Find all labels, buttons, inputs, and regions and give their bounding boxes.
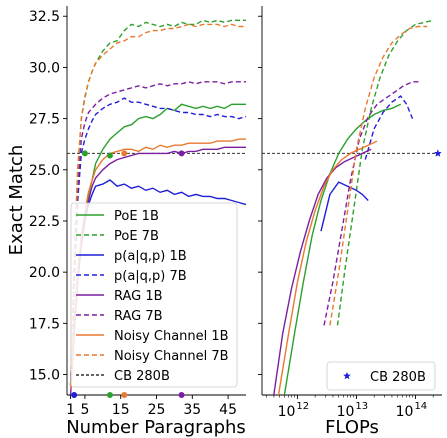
right-xtick-base: 10 — [396, 404, 414, 420]
right-xtick-exponent: 12 — [296, 401, 309, 412]
left-legend-label-p-a-q-p-7b: p(a|q,p) 7B — [114, 269, 187, 284]
left-ytick-label: 32.5 — [29, 9, 60, 25]
left-ytick-label: 30.0 — [29, 60, 60, 76]
left-legend-label-cb-280b: CB 280B — [114, 369, 170, 384]
left-xtick-label: 35 — [183, 402, 201, 418]
right-series-noisy-channel-1b — [277, 140, 378, 396]
left-ytick-label: 27.5 — [29, 112, 60, 128]
right-legend: CB 280B — [326, 361, 436, 391]
right-xtick-base: 10 — [337, 404, 355, 420]
left-xtick-label: 5 — [80, 402, 89, 418]
left-xtick-label: 1 — [66, 402, 75, 418]
right-panel: 10 12 10 13 10 14 FLOPs CB 280B — [258, 6, 442, 438]
left-xtick-label: 45 — [219, 402, 237, 418]
left-ytick-label: 17.5 — [29, 316, 60, 332]
left-ytick-label: 20.0 — [29, 265, 60, 281]
left-legend-label-rag-1b: RAG 1B — [114, 289, 163, 304]
right-xtick-exponent: 14 — [414, 401, 427, 412]
left-series-rag-7b — [69, 81, 246, 385]
left-xtick-label: 25 — [148, 402, 166, 418]
left-marker-6 — [121, 392, 128, 398]
left-ytick-label: 25.0 — [29, 163, 60, 179]
right-reference-point-cb-280b — [434, 149, 442, 157]
right-series-poe-7b — [336, 19, 434, 326]
left-marker-4 — [71, 392, 78, 398]
left-y-axis-label: Exact Match — [6, 145, 27, 256]
left-ytick-label: 22.5 — [29, 214, 60, 230]
right-series-poe-1b — [283, 103, 401, 396]
left-series-noisy-channel-7b — [69, 23, 246, 385]
left-legend-label-noisy-channel-1b: Noisy Channel 1B — [114, 329, 229, 344]
left-legend-label-p-a-q-p-1b: p(a|q,p) 1B — [114, 249, 187, 264]
left-marker-0 — [81, 150, 88, 157]
left-xtick-label: 15 — [112, 402, 130, 418]
right-series-p-a-q-p-1b — [320, 181, 369, 232]
left-legend-label-noisy-channel-7b: Noisy Channel 7B — [114, 349, 229, 364]
left-marker-5 — [106, 392, 113, 398]
right-xtick-label: 10 13 — [337, 401, 369, 420]
right-legend-frame — [326, 361, 436, 391]
right-xtick-exponent: 13 — [355, 401, 368, 412]
left-panel: 15.0 17.5 20.0 22.5 25.0 27.5 30.0 32.5 1 5 15 25 3… — [6, 6, 247, 438]
right-series-p-a-q-p-7b — [364, 95, 414, 160]
left-marker-2 — [121, 150, 128, 157]
left-series-p-a-q-p-7b — [69, 97, 247, 385]
right-xtick-label: 10 14 — [396, 401, 428, 420]
right-legend-label-cb-280b: CB 280B — [370, 370, 426, 385]
right-x-axis-label: FLOPs — [325, 417, 379, 438]
left-series-noisy-channel-1b — [69, 138, 246, 389]
left-legend-label-poe-7b: PoE 7B — [114, 229, 159, 244]
left-marker-1 — [106, 152, 113, 159]
right-xtick-label: 10 12 — [278, 401, 310, 420]
right-xtick-base: 10 — [278, 404, 296, 420]
left-x-axis-label: Number Paragraphs — [66, 417, 246, 438]
left-legend: PoE 1B PoE 7B p(a|q,p) 1B p(a|q,p) 7B RAG 1B… — [70, 202, 238, 388]
left-marker-3 — [178, 150, 185, 157]
left-ytick-label: 15.0 — [29, 368, 60, 384]
left-marker-7 — [178, 392, 185, 398]
left-legend-label-rag-7b: RAG 7B — [114, 309, 163, 324]
left-legend-frame — [70, 202, 238, 388]
left-legend-label-poe-1b: PoE 1B — [114, 209, 159, 224]
right-series-noisy-channel-7b — [329, 25, 428, 326]
right-legend-swatch-cb-280b — [343, 372, 351, 380]
